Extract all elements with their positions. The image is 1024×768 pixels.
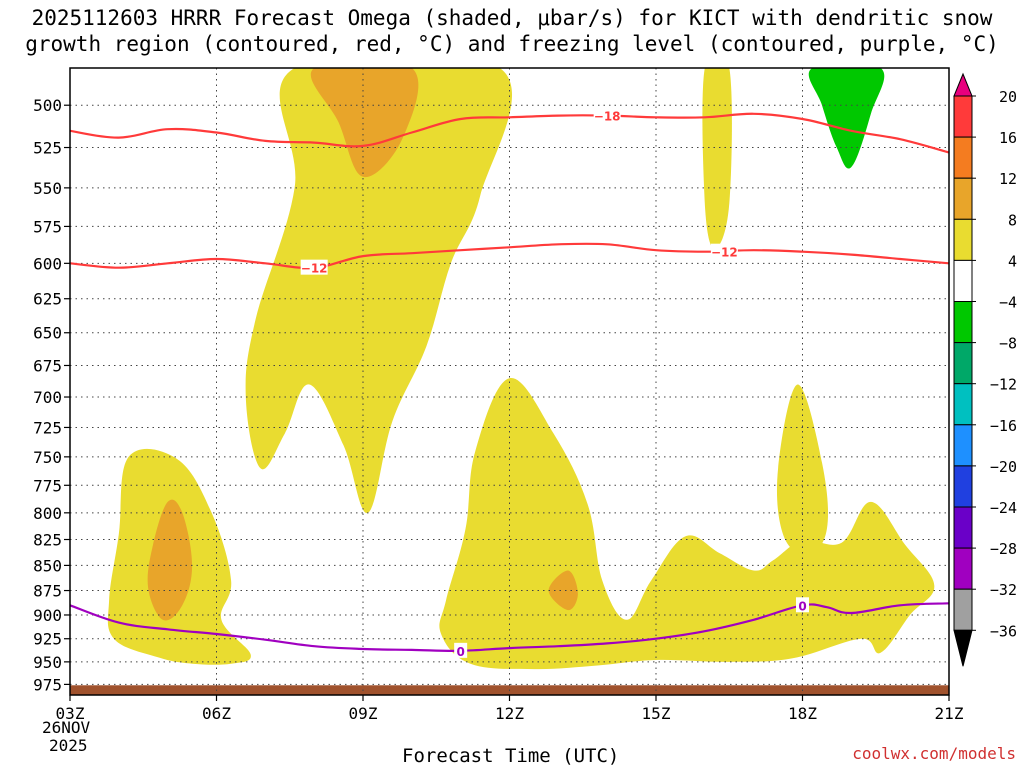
colorbar-label-2: 12 — [999, 170, 1017, 188]
contour-label-bg-2-1 — [796, 597, 809, 613]
colorbar-label-9: −20 — [990, 458, 1017, 476]
colorbar-swatch-2 — [953, 136, 973, 179]
contour-label-1-0: −12 — [301, 262, 328, 276]
colorbar-label-4: 4 — [1008, 252, 1017, 270]
omega-region-2-0 — [808, 68, 885, 169]
y-tick-label-925: 925 — [33, 630, 62, 649]
y-tick-label-675: 675 — [33, 356, 62, 375]
x-axis: 03Z 06Z 09Z 12Z 15Z 18Z 21Z — [56, 695, 964, 723]
colorbar-swatch-6 — [953, 301, 973, 344]
x-tick-label-06Z: 06Z — [202, 704, 231, 723]
colorbar-label-3: 8 — [1008, 211, 1017, 229]
omega-region-0-1 — [702, 68, 732, 249]
colorbar-label-12: −32 — [990, 581, 1017, 599]
y-tick-label-625: 625 — [33, 290, 62, 309]
x-tick-label-09Z: 09Z — [349, 704, 378, 723]
y-tick-label-750: 750 — [33, 448, 62, 467]
omega-region-0-0 — [245, 68, 512, 513]
colorbar-label-0: 20 — [999, 88, 1017, 106]
omega-region-1-0 — [310, 68, 419, 177]
y-tick-label-775: 775 — [33, 476, 62, 495]
y-tick-label-950: 950 — [33, 653, 62, 672]
contour-label-2-1: 0 — [798, 599, 806, 613]
contour-label-2-0: 0 — [456, 645, 464, 659]
contour-label-0-0: −18 — [594, 110, 621, 124]
y-tick-label-825: 825 — [33, 531, 62, 550]
colorbar-swatch-4 — [953, 218, 973, 261]
colorbar-swatch-9 — [953, 424, 973, 467]
colorbar-legend: 20 16 12 8 4 −4 −8 −12 −16 −20 −24 −28 −32 −36 — [953, 72, 1017, 667]
colorbar-label-8: −16 — [990, 417, 1017, 435]
omega-region-1-2 — [548, 570, 578, 611]
colorbar-label-6: −8 — [999, 335, 1017, 353]
contour-label-bg-2-0 — [454, 642, 468, 658]
y-tick-label-725: 725 — [33, 418, 62, 437]
contour-label-bg-1-1 — [710, 243, 738, 259]
colorbar-label-5: −4 — [999, 294, 1017, 312]
chart-title-line-2: growth region (contoured, red, °C) and f… — [25, 32, 999, 56]
y-tick-label-875: 875 — [33, 582, 62, 601]
colorbar-swatch-8 — [953, 383, 973, 426]
chart-grid — [70, 68, 949, 695]
y-axis: 500 525 550 575 600 625 650 675 700 725 750 775 800 8… — [33, 96, 70, 694]
y-tick-label-700: 700 — [33, 388, 62, 407]
y-tick-label-850: 850 — [33, 556, 62, 575]
colorbar-swatch-11 — [953, 506, 973, 549]
x-axis-title: Forecast Time (UTC) — [402, 745, 620, 767]
x-tick-label-12Z: 12Z — [495, 704, 524, 723]
omega-region-0-3 — [439, 378, 935, 670]
colorbar-swatch-1 — [953, 95, 973, 138]
colorbar-swatch-7 — [953, 342, 973, 385]
y-tick-label-525: 525 — [33, 139, 62, 158]
x-tick-label-03Z: 03Z — [56, 704, 85, 723]
colorbar-swatch-5 — [953, 259, 973, 302]
colorbar-label-1: 16 — [999, 129, 1017, 147]
colorbar-swatch-3 — [953, 177, 973, 220]
colorbar-swatch-12 — [953, 547, 973, 590]
colorbar-label-10: −24 — [990, 499, 1017, 517]
contour-layer: −18 −12 −12 0 0 — [70, 107, 949, 659]
y-tick-label-900: 900 — [33, 606, 62, 625]
start-date-year: 2025 — [49, 736, 88, 755]
y-tick-label-500: 500 — [33, 96, 62, 115]
y-tick-label-575: 575 — [33, 217, 62, 236]
colorbar-bottom-arrow — [953, 629, 973, 667]
y-tick-label-800: 800 — [33, 504, 62, 523]
contour-line-2 — [70, 602, 949, 652]
colorbar-label-11: −28 — [990, 540, 1017, 558]
y-tick-label-650: 650 — [33, 324, 62, 343]
colorbar-swatch-10 — [953, 465, 973, 508]
contour-label-bg-1-0 — [300, 259, 328, 275]
credit-link[interactable]: coolwx.com/models — [852, 744, 1016, 763]
x-tick-label-21Z: 21Z — [935, 704, 964, 723]
chart-title-line-1: 2025112603 HRRR Forecast Omega (shaded, … — [31, 6, 993, 30]
y-tick-label-550: 550 — [33, 179, 62, 198]
colorbar-top-arrow — [953, 72, 973, 97]
start-date-month: 26NOV — [42, 718, 91, 737]
contour-label-bg-0-0 — [593, 107, 621, 123]
contour-line-1 — [70, 242, 949, 270]
colorbar-swatch-13 — [953, 588, 973, 631]
x-tick-label-15Z: 15Z — [642, 704, 671, 723]
x-tick-label-18Z: 18Z — [788, 704, 817, 723]
contour-line-0 — [70, 112, 949, 154]
colorbar-label-13: −36 — [990, 622, 1017, 640]
contour-label-1-1: −12 — [711, 246, 738, 260]
y-tick-label-975: 975 — [33, 675, 62, 694]
y-tick-label-600: 600 — [33, 254, 62, 273]
colorbar-label-7: −12 — [990, 376, 1017, 394]
